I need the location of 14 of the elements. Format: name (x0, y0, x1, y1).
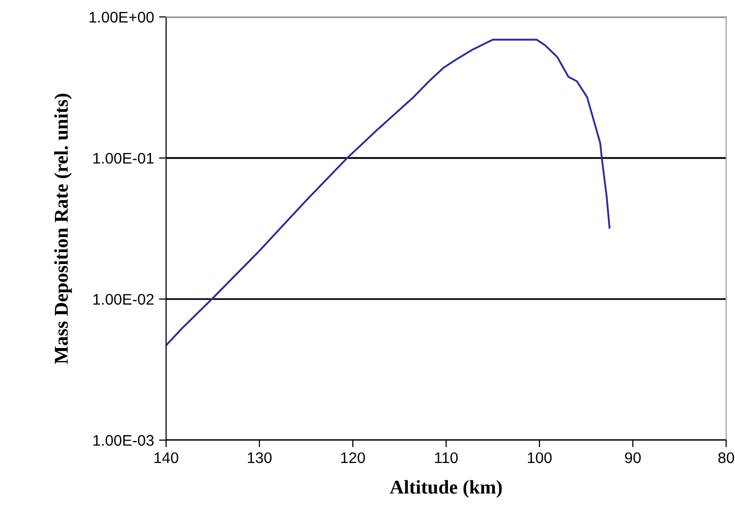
x-tick-label: 130 (248, 452, 272, 464)
y-axis-title: Mass Deposition Rate (rel. units) (54, 94, 72, 364)
x-tick-label: 90 (625, 452, 641, 464)
y-tick-label: 1.00E-01 (93, 152, 154, 164)
line-series (166, 38, 610, 346)
x-tick-label: 80 (718, 452, 734, 464)
x-tick-label: 120 (341, 452, 365, 464)
y-tick-label: 1.00E-02 (93, 294, 154, 305)
x-axis-title: Altitude (km) (390, 480, 502, 498)
y-tick-label: 1.00E-03 (93, 434, 154, 446)
x-tick-label: 140 (154, 452, 178, 464)
y-tick-label: 1.00E+00 (90, 12, 154, 23)
x-tick-label: 100 (528, 452, 552, 464)
x-tick-label: 110 (435, 452, 458, 464)
